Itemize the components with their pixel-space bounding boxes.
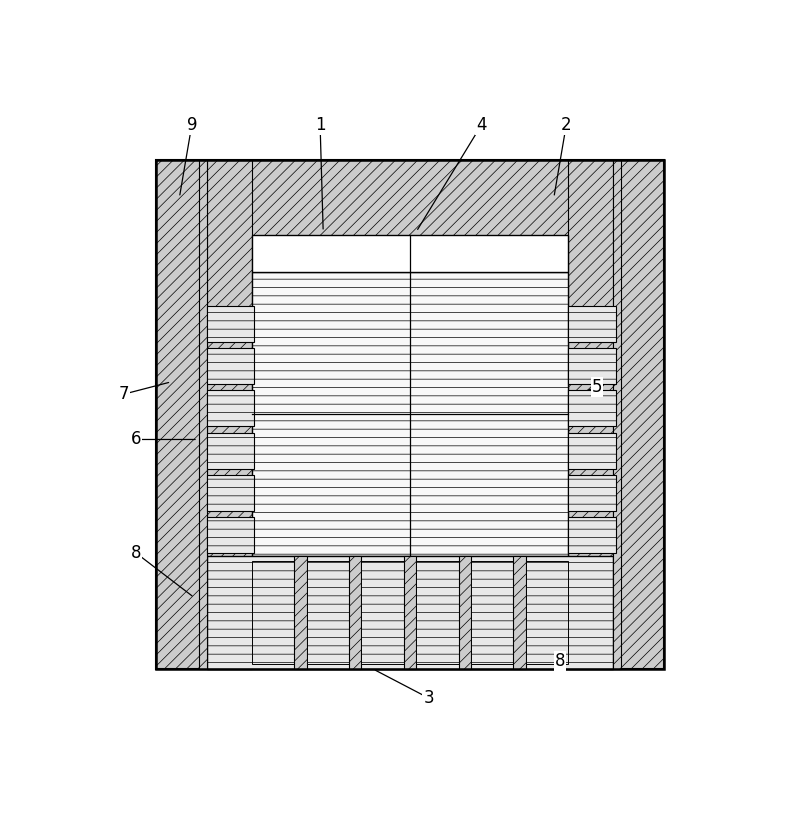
Bar (362, 561, 404, 664)
Bar (471, 561, 514, 664)
Bar (156, 161, 664, 669)
Bar (404, 556, 416, 669)
Text: 2: 2 (561, 116, 571, 134)
Bar (294, 556, 306, 669)
Bar (568, 517, 616, 553)
Text: 4: 4 (476, 116, 486, 134)
Bar (568, 433, 616, 469)
Bar (568, 348, 616, 385)
Bar (416, 561, 458, 664)
Bar (458, 556, 471, 669)
Text: 7: 7 (118, 385, 129, 403)
Bar (199, 161, 206, 669)
Bar (252, 561, 294, 664)
Bar (349, 556, 362, 669)
Bar (526, 561, 568, 664)
Bar (568, 306, 616, 342)
Bar (252, 272, 568, 556)
Bar (156, 161, 664, 669)
Text: 9: 9 (186, 116, 197, 134)
Bar (306, 561, 349, 664)
Bar (514, 556, 526, 669)
Bar (206, 348, 254, 385)
Text: 8: 8 (130, 544, 142, 562)
Bar (252, 235, 568, 272)
Bar (206, 556, 614, 669)
Text: 6: 6 (130, 430, 142, 448)
Bar (568, 475, 616, 511)
Bar (206, 306, 254, 342)
Bar (206, 433, 254, 469)
Bar (614, 161, 621, 669)
Text: 1: 1 (314, 116, 326, 134)
Bar (206, 161, 252, 669)
Bar (206, 475, 254, 511)
Bar (206, 517, 254, 553)
Bar (568, 390, 616, 426)
Text: 8: 8 (554, 652, 566, 670)
Bar (206, 390, 254, 426)
Bar (568, 161, 614, 669)
Text: 3: 3 (423, 689, 434, 707)
Text: 5: 5 (592, 378, 602, 396)
